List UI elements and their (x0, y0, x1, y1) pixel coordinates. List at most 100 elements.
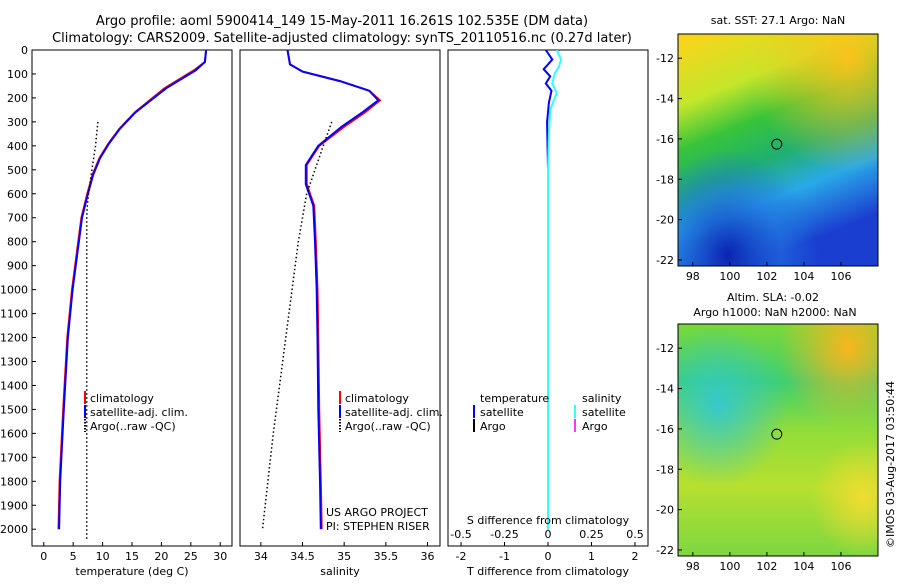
y-tick-label: -16 (656, 133, 674, 146)
difference-xlabel-top: S difference from climatology (467, 514, 630, 527)
x-tick-label: 0 (40, 550, 47, 563)
x-tick-label: 20 (154, 550, 168, 563)
y-tick-label: 200 (7, 92, 28, 105)
y-tick-label: 500 (7, 164, 28, 177)
difference-profiles (542, 49, 563, 530)
salinity-xlabel: salinity (320, 565, 360, 578)
salinity-panel: 34 34.5 35 35.5 36 salinity climatology sate… (239, 49, 443, 578)
y-tick-label: 1400 (0, 379, 28, 392)
difference-xlabel: T difference from climatology (466, 565, 629, 578)
legend-label-temp-argo: Argo (480, 420, 506, 433)
y-tick-label: 100 (7, 68, 28, 81)
y-tick-label: 900 (7, 260, 28, 273)
sst-map-axis-ticks: 98 100 102 104 106 -12 -14 -16 -18 -20 -22 (656, 52, 851, 283)
temperature-profiles (57, 49, 208, 539)
legend-label-temp-satellite: satellite (480, 406, 524, 419)
sst-map-panel: sat. SST: 27.1 Argo: NaN 98 100 102 104 106 -… (656, 14, 879, 283)
y-tick-label: -18 (656, 463, 674, 476)
project-annotation-line2: PI: STEPHEN RISER (326, 520, 430, 533)
series-line-satellite-adj-clim- (58, 49, 208, 530)
y-tick-label: 1600 (0, 427, 28, 440)
y-tick-label: 800 (7, 236, 28, 249)
x-tick-label: 98 (686, 560, 700, 573)
legend-label-climatology: climatology (345, 392, 409, 405)
legend-label-argo: Argo(..raw -QC) (345, 420, 431, 433)
y-tick-label: 1000 (0, 284, 28, 297)
sla-map-title: Altim. SLA: -0.02 (727, 291, 819, 304)
series-line-argo-raw-qc- (85, 121, 99, 539)
series-line-satellite-adj-clim- (286, 49, 380, 530)
y-tick-label: 300 (7, 116, 28, 129)
sla-map-float-marker (771, 428, 783, 440)
y-tick-label: 1900 (0, 499, 28, 512)
figure-title-line2: Climatology: CARS2009. Satellite-adjuste… (52, 31, 632, 46)
x-top-tick-label: 0 (545, 528, 552, 541)
x-tick-label: 36 (421, 550, 435, 563)
x-tick-label: 104 (793, 560, 814, 573)
project-annotation-line1: US ARGO PROJECT (326, 506, 428, 519)
x-top-tick-label: 0.25 (579, 528, 604, 541)
legend-label-climatology: climatology (90, 392, 154, 405)
depth-axis-ticks: 0 100 200 300 400 500 600 700 800 900 1000 1100 1200… (0, 44, 36, 536)
x-tick-label: 106 (830, 560, 851, 573)
y-tick-label: 1100 (0, 308, 28, 321)
salinity-plot-frame (239, 49, 441, 547)
legend-label-sal-satellite: satellite (582, 406, 626, 419)
x-tick-label: 104 (793, 270, 814, 283)
x-tick-label: 30 (213, 550, 227, 563)
difference-legend: temperature satellite Argo salinity sate… (473, 392, 626, 433)
legend-label-sal-argo: Argo (582, 420, 608, 433)
x-tick-label: 34 (254, 550, 268, 563)
y-tick-label: -14 (656, 93, 674, 106)
x-top-tick-label: -0.25 (490, 528, 518, 541)
temperature-axis-ticks: 0 5 10 15 20 25 30 (40, 542, 227, 563)
x-tick-label: 102 (756, 270, 777, 283)
imos-timestamp: ©IMOS 03-Aug-2017 03:50:44 (884, 381, 897, 548)
x-tick-label: 102 (756, 560, 777, 573)
y-tick-label: -22 (656, 544, 674, 557)
y-tick-label: -22 (656, 254, 674, 267)
x-tick-label: 0 (545, 550, 552, 563)
x-top-tick-label: 0.5 (626, 528, 644, 541)
x-tick-label: 15 (125, 550, 139, 563)
y-tick-label: 1200 (0, 332, 28, 345)
y-tick-label: 2000 (0, 523, 28, 536)
x-tick-label: 5 (70, 550, 77, 563)
y-tick-label: 1800 (0, 475, 28, 488)
sla-map-panel: Altim. SLA: -0.02 Argo h1000: NaN h2000:… (656, 291, 879, 573)
x-top-tick-label: -0.5 (450, 528, 471, 541)
x-tick-label: 10 (96, 550, 110, 563)
sst-map-title: sat. SST: 27.1 Argo: NaN (711, 14, 845, 27)
y-tick-label: -14 (656, 383, 674, 396)
legend-label-satellite-adj: satellite-adj. clim. (345, 406, 443, 419)
legend-label-argo: Argo(..raw -QC) (90, 420, 176, 433)
figure-title-line1: Argo profile: aoml 5900414_149 15-May-20… (96, 14, 588, 29)
x-tick-label: 100 (719, 270, 740, 283)
y-tick-label: 1700 (0, 451, 28, 464)
x-tick-label: 25 (184, 550, 198, 563)
sst-map-float-marker (771, 138, 783, 150)
series-line-salinity-satellite (547, 49, 563, 530)
x-tick-label: -2 (456, 550, 467, 563)
x-tick-label: 98 (686, 270, 700, 283)
y-tick-label: 600 (7, 188, 28, 201)
sla-map-high2-overlay (678, 324, 878, 556)
x-tick-label: 35.5 (374, 550, 399, 563)
y-tick-label: -18 (656, 173, 674, 186)
sst-map-frame (677, 33, 879, 267)
y-tick-label: 0 (21, 44, 28, 57)
y-tick-label: 400 (7, 140, 28, 153)
sla-map-frame (677, 323, 879, 557)
legend-title-salinity: salinity (582, 392, 622, 405)
y-tick-label: -12 (656, 52, 674, 65)
y-tick-label: -20 (656, 214, 674, 227)
sst-map-cold-overlay (678, 34, 878, 266)
series-line-argo-raw-qc- (261, 121, 333, 530)
y-tick-label: -16 (656, 423, 674, 436)
x-tick-label: 106 (830, 270, 851, 283)
difference-panel: -2 -1 0 1 2 -0.5 -0.25 0 0.25 0.5 S difference fr… (447, 49, 649, 578)
salinity-axis-ticks: 34 34.5 35 35.5 36 (254, 542, 435, 563)
x-tick-label: 2 (631, 550, 638, 563)
sla-map-subtitle: Argo h1000: NaN h2000: NaN (693, 306, 856, 319)
legend-label-satellite-adj: satellite-adj. clim. (90, 406, 188, 419)
